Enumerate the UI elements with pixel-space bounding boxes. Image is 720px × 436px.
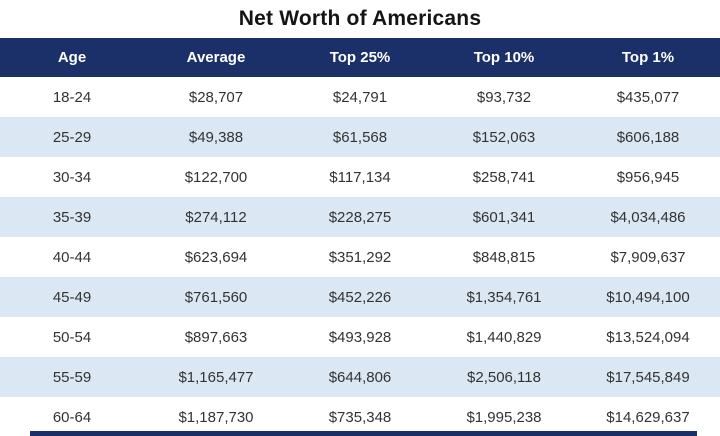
value-cell: $761,560 — [184, 288, 248, 306]
value-cell: $848,815 — [472, 248, 536, 266]
value-cell: $122,700 — [184, 168, 248, 186]
value-cell: $601,341 — [472, 208, 536, 226]
table-bottom-rule — [30, 431, 697, 436]
age-cell: 25-29 — [52, 128, 92, 146]
age-cell: 60-64 — [52, 408, 92, 426]
age-cell: 40-44 — [52, 248, 92, 266]
value-cell: $49,388 — [188, 128, 244, 146]
value-cell: $93,732 — [476, 88, 532, 106]
value-cell: $117,134 — [329, 168, 391, 186]
table-row: 25-29 $49,388 $61,568 $152,063 $606,188 — [0, 117, 720, 157]
value-cell: $14,629,637 — [606, 408, 690, 426]
value-cell: $17,545,849 — [606, 368, 690, 386]
value-cell: $1,165,477 — [178, 368, 254, 386]
age-cell: 45-49 — [52, 288, 92, 306]
value-cell: $28,707 — [188, 88, 244, 106]
value-cell: $1,995,238 — [466, 408, 542, 426]
column-header-top-10-: Top 10% — [432, 38, 576, 77]
age-cell: 18-24 — [52, 88, 92, 106]
value-cell: $452,226 — [328, 288, 392, 306]
value-cell: $152,063 — [472, 128, 536, 146]
age-cell: 35-39 — [52, 208, 92, 226]
age-cell: 30-34 — [52, 168, 92, 186]
table-row: 18-24 $28,707 $24,791 $93,732 $435,077 — [0, 77, 720, 117]
value-cell: $7,909,637 — [610, 248, 686, 266]
value-cell: $623,694 — [184, 248, 248, 266]
value-cell: $1,440,829 — [466, 328, 542, 346]
value-cell: $61,568 — [332, 128, 388, 146]
table-header-row: Age Average Top 25% Top 10% Top 1% — [0, 38, 720, 77]
value-cell: $956,945 — [616, 168, 680, 186]
value-cell: $274,112 — [185, 208, 247, 226]
age-cell: 50-54 — [52, 328, 92, 346]
value-cell: $258,741 — [472, 168, 536, 186]
column-header-average: Average — [144, 38, 288, 77]
table-header: Age Average Top 25% Top 10% Top 1% — [0, 38, 720, 77]
value-cell: $13,524,094 — [606, 328, 690, 346]
table-row: 30-34 $122,700 $117,134 $258,741 $956,945 — [0, 157, 720, 197]
table-row: 50-54 $897,663 $493,928 $1,440,829 $13,524,0… — [0, 317, 720, 357]
page-title: Net Worth of Americans — [238, 7, 482, 30]
table-row: 40-44 $623,694 $351,292 $848,815 $7,909,637 — [0, 237, 720, 277]
value-cell: $897,663 — [184, 328, 248, 346]
value-cell: $1,354,761 — [466, 288, 542, 306]
table-body: 18-24 $28,707 $24,791 $93,732 $435,077 25-29 $… — [0, 77, 720, 436]
networth-table: Age Average Top 25% Top 10% Top 1% 18-24 $28,… — [0, 38, 720, 436]
column-header-top-25-: Top 25% — [288, 38, 432, 77]
value-cell: $644,806 — [328, 368, 392, 386]
value-cell: $24,791 — [332, 88, 388, 106]
age-cell: 55-59 — [52, 368, 92, 386]
value-cell: $493,928 — [328, 328, 392, 346]
value-cell: $735,348 — [328, 408, 392, 426]
column-header-top-1-: Top 1% — [576, 38, 720, 77]
value-cell: $228,275 — [328, 208, 392, 226]
value-cell: $435,077 — [616, 88, 680, 106]
value-cell: $606,188 — [616, 128, 680, 146]
value-cell: $1,187,730 — [178, 408, 254, 426]
value-cell: $4,034,486 — [610, 208, 686, 226]
table-row: 55-59 $1,165,477 $644,806 $2,506,118 $17,545… — [0, 357, 720, 397]
table-row: 35-39 $274,112 $228,275 $601,341 $4,034,486 — [0, 197, 720, 237]
value-cell: $2,506,118 — [467, 368, 541, 386]
value-cell: $10,494,100 — [606, 288, 690, 306]
table-row: 60-64 $1,187,730 $735,348 $1,995,238 $14,629… — [0, 397, 720, 436]
value-cell: $351,292 — [328, 248, 392, 266]
table-row: 45-49 $761,560 $452,226 $1,354,761 $10,494,1… — [0, 277, 720, 317]
title-bar: Net Worth of Americans — [0, 0, 720, 38]
column-header-age: Age — [0, 38, 144, 77]
